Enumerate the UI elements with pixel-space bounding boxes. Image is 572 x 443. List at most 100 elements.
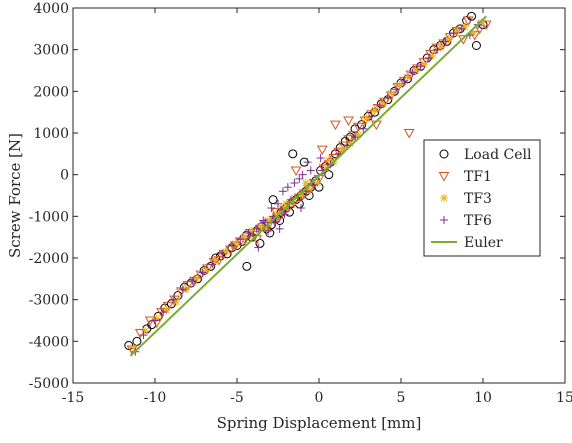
- asterisk-stroke: [325, 156, 333, 164]
- data-point: [387, 89, 396, 98]
- data-point: [141, 326, 150, 335]
- legend-label: TF6: [464, 213, 492, 229]
- legend-item: Euler: [431, 235, 503, 251]
- data-point: [268, 195, 278, 205]
- data-point: [178, 285, 187, 294]
- data-point: [283, 183, 292, 192]
- y-axis-title: Screw Force [N]: [6, 133, 24, 258]
- data-point: [267, 204, 276, 212]
- asterisk-stroke: [404, 73, 411, 81]
- data-point: [457, 24, 466, 33]
- x-tick-label: -15: [62, 390, 85, 406]
- x-tick-label: 15: [556, 390, 572, 406]
- data-point: [400, 76, 409, 85]
- data-point: [139, 331, 148, 340]
- asterisk-stroke: [396, 81, 403, 89]
- data-point: [208, 260, 217, 269]
- data-point: [151, 316, 159, 325]
- legend-marker: [439, 149, 449, 159]
- data-point: [471, 41, 481, 50]
- data-point: [416, 62, 425, 71]
- data-point: [375, 101, 384, 110]
- x-tick-label: 0: [315, 390, 324, 406]
- data-point: [188, 276, 197, 285]
- data-point: [441, 37, 450, 46]
- data-point: [202, 264, 213, 274]
- legend-marker: [440, 194, 448, 202]
- data-point: [425, 49, 436, 60]
- y-tick-label: -5000: [29, 376, 69, 392]
- data-point: [236, 235, 245, 244]
- data-point: [353, 122, 364, 133]
- data-point: [303, 158, 312, 167]
- data-point: [444, 33, 456, 43]
- axes: -15 -10 -5 0 5 10 15 -5000 -4000 -3000 -2000 -1000 0…: [29, 1, 572, 406]
- data-point: [324, 170, 334, 180]
- data-point: [467, 11, 477, 21]
- data-point: [290, 179, 299, 187]
- data-point: [337, 145, 346, 154]
- data-point: [408, 68, 417, 77]
- data-point: [228, 241, 237, 250]
- data-point: [366, 110, 377, 120]
- y-tick-label: -2000: [29, 251, 69, 267]
- y-tick-label: -4000: [29, 334, 69, 350]
- data-point: [395, 81, 404, 90]
- asterisk-stroke: [130, 344, 138, 351]
- y-tick-label: 4000: [33, 1, 69, 17]
- data-point: [306, 166, 315, 175]
- data-point: [198, 268, 207, 277]
- legend-label: TF3: [464, 191, 492, 207]
- data-point: [244, 229, 253, 237]
- data-point: [288, 149, 298, 159]
- x-tick-label: 10: [474, 390, 492, 406]
- asterisk-stroke: [387, 90, 395, 97]
- legend-item: TF3: [440, 191, 492, 207]
- asterisk-stroke: [440, 194, 448, 202]
- data-point: [424, 54, 433, 62]
- y-tick-label: -1000: [29, 209, 69, 225]
- data-point: [162, 301, 174, 312]
- data-point: [310, 181, 319, 190]
- asterisk-stroke: [212, 256, 220, 264]
- data-point: [316, 154, 325, 162]
- data-point: [316, 145, 328, 156]
- data-point: [343, 116, 354, 127]
- data-point: [330, 120, 341, 131]
- data-point: [274, 199, 282, 208]
- data-point: [351, 133, 360, 142]
- data-point: [449, 29, 458, 37]
- data-point: [275, 224, 284, 233]
- data-point: [383, 93, 392, 102]
- x-axis-title: Spring Displacement [mm]: [217, 414, 422, 432]
- data-point: [333, 147, 345, 158]
- data-point: [403, 129, 415, 139]
- y-tick-label: 3000: [33, 43, 69, 59]
- y-tick-label: -3000: [29, 293, 69, 309]
- data-point: [290, 166, 302, 177]
- data-point: [159, 308, 168, 317]
- plot-area: [124, 11, 492, 357]
- legend-marker: [440, 216, 448, 224]
- data-point: [169, 295, 178, 304]
- y-tick-label: 1000: [33, 126, 69, 142]
- data-point: [280, 210, 289, 219]
- data-point: [379, 97, 390, 108]
- data-point: [221, 247, 230, 256]
- data-point: [392, 85, 401, 94]
- data-point: [225, 245, 236, 256]
- data-point: [211, 256, 220, 265]
- data-point: [296, 204, 305, 212]
- legend: Load Cell TF1 TF3 TF6 Euler: [423, 139, 541, 257]
- series-euler: [129, 15, 487, 357]
- legend-label: TF1: [464, 169, 492, 185]
- data-point: [260, 218, 269, 227]
- data-point: [254, 243, 263, 252]
- asterisk-stroke: [302, 179, 310, 187]
- data-point: [367, 112, 376, 121]
- data-point: [403, 72, 412, 81]
- data-point: [359, 124, 368, 133]
- legend-item: TF1: [438, 169, 492, 185]
